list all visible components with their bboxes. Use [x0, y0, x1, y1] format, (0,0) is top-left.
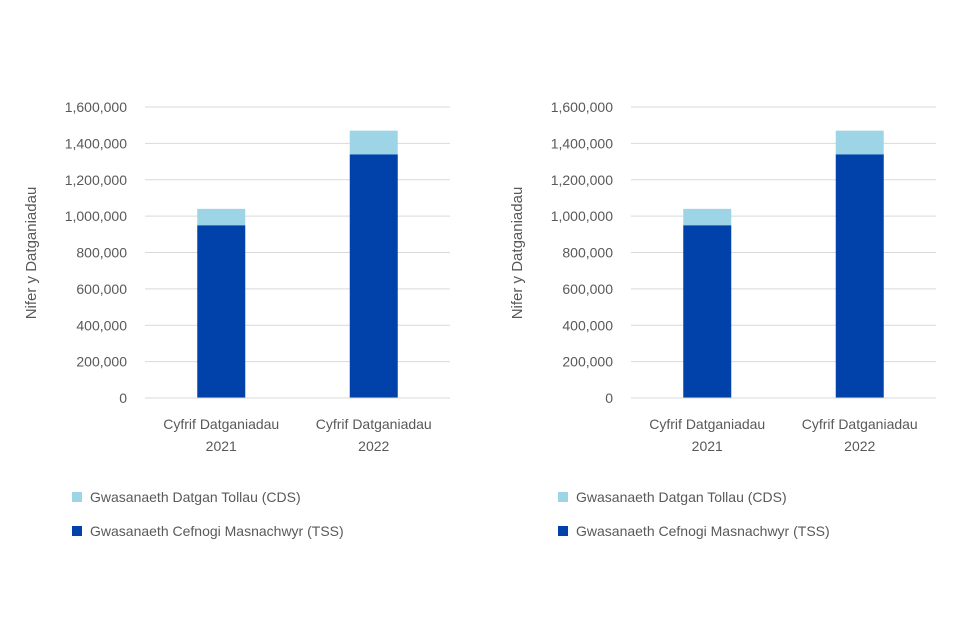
x-tick-label: 2022	[844, 438, 875, 454]
y-tick-label: 1,000,000	[65, 208, 127, 224]
legend-item-cds: Gwasanaeth Datgan Tollau (CDS)	[558, 480, 830, 514]
legend-label-cds: Gwasanaeth Datgan Tollau (CDS)	[576, 489, 787, 505]
y-tick-label: 1,400,000	[551, 135, 613, 151]
chart-legend-left: Gwasanaeth Datgan Tollau (CDS) Gwasanaet…	[72, 480, 344, 548]
bar-segment-tss	[835, 154, 884, 398]
y-tick-label: 200,000	[76, 354, 127, 370]
y-tick-label: 800,000	[76, 245, 127, 261]
chart-panel-left: 0 200,000 400,000 600,000 800,000 1,000,000 1,…	[23, 99, 450, 548]
x-tick-label: 2022	[358, 438, 389, 454]
y-tick-label: 600,000	[562, 281, 613, 297]
y-axis-label: Nifer y Datganiadau	[509, 187, 526, 320]
y-tick-label: 1,600,000	[551, 99, 613, 115]
bar-segment-tss	[349, 154, 398, 398]
stacked-bar-chart-left: 0 200,000 400,000 600,000 800,000 1,000,000 1,…	[23, 99, 450, 454]
y-tick-label: 1,200,000	[551, 172, 613, 188]
y-tick-label: 0	[119, 390, 127, 406]
legend-label-tss: Gwasanaeth Cefnogi Masnachwyr (TSS)	[576, 523, 830, 539]
x-tick-label: Cyfrif Datganiadau	[649, 416, 765, 432]
legend-label-cds: Gwasanaeth Datgan Tollau (CDS)	[90, 489, 301, 505]
bar-segment-cds	[349, 130, 398, 155]
y-tick-label: 200,000	[562, 354, 613, 370]
y-tick-label: 600,000	[76, 281, 127, 297]
legend-swatch-tss	[72, 526, 82, 536]
legend-swatch-cds	[558, 492, 568, 502]
chart-legend-right: Gwasanaeth Datgan Tollau (CDS) Gwasanaet…	[558, 480, 830, 548]
x-tick-label: Cyfrif Datganiadau	[163, 416, 279, 432]
x-tick-label: 2021	[206, 438, 237, 454]
chart-panel-right: 0 200,000 400,000 600,000 800,000 1,000,000 1,…	[486, 0, 960, 640]
y-tick-label: 400,000	[562, 317, 613, 333]
stacked-bar-chart-right: 0 200,000 400,000 600,000 800,000 1,000,000 1,…	[509, 99, 936, 454]
y-tick-label: 0	[605, 390, 613, 406]
bar-segment-cds	[683, 208, 732, 226]
y-tick-label: 1,200,000	[65, 172, 127, 188]
y-axis-label: Nifer y Datganiadau	[23, 187, 40, 320]
bar-segment-tss	[683, 225, 732, 398]
legend-swatch-tss	[558, 526, 568, 536]
bar-segment-cds	[835, 130, 884, 155]
x-tick-label: 2021	[692, 438, 723, 454]
y-tick-label: 1,400,000	[65, 135, 127, 151]
y-tick-label: 400,000	[76, 317, 127, 333]
legend-item-tss: Gwasanaeth Cefnogi Masnachwyr (TSS)	[558, 514, 830, 548]
bar-segment-cds	[197, 208, 246, 226]
y-tick-label: 800,000	[562, 245, 613, 261]
bar-segment-tss	[197, 225, 246, 398]
legend-label-tss: Gwasanaeth Cefnogi Masnachwyr (TSS)	[90, 523, 344, 539]
legend-item-cds: Gwasanaeth Datgan Tollau (CDS)	[72, 480, 344, 514]
y-tick-label: 1,600,000	[65, 99, 127, 115]
legend-swatch-cds	[72, 492, 82, 502]
x-tick-label: Cyfrif Datganiadau	[802, 416, 918, 432]
legend-item-tss: Gwasanaeth Cefnogi Masnachwyr (TSS)	[72, 514, 344, 548]
x-tick-label: Cyfrif Datganiadau	[316, 416, 432, 432]
y-tick-label: 1,000,000	[551, 208, 613, 224]
